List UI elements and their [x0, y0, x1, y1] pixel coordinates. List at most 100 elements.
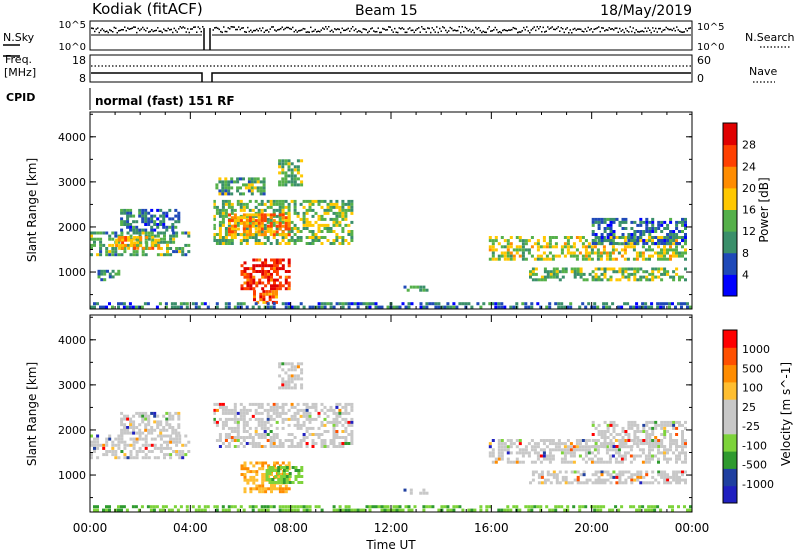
vel-cell — [341, 445, 345, 448]
vel-cell — [654, 423, 658, 427]
power-cell — [262, 186, 266, 190]
power-cell — [672, 239, 676, 242]
power-cell — [185, 302, 189, 306]
power-cell — [488, 245, 492, 249]
vel-cell — [212, 420, 216, 424]
power-cell — [121, 244, 125, 248]
vel-cell — [618, 442, 622, 445]
nsky-point — [217, 27, 219, 30]
vel-cell — [126, 426, 130, 429]
vel-cell — [669, 439, 673, 442]
vel-cell — [278, 439, 282, 442]
vel-cell — [239, 436, 243, 439]
power-cell — [287, 281, 291, 285]
power-cell — [624, 270, 628, 274]
power-cell — [554, 302, 558, 306]
power-cell — [263, 208, 267, 212]
power-cell — [317, 227, 321, 230]
power-cell — [663, 239, 667, 242]
vel-cell — [260, 411, 264, 415]
power-cell — [236, 233, 240, 236]
vel-cell — [461, 508, 465, 512]
vel-cell — [678, 420, 681, 424]
nsky-point — [133, 26, 135, 28]
power-cell — [609, 233, 613, 236]
power-cell — [233, 227, 237, 230]
power-cell — [132, 253, 136, 257]
vel-cell — [314, 417, 318, 421]
power-cell — [267, 278, 271, 282]
vel-cell — [648, 445, 652, 448]
nsky-point — [530, 29, 532, 31]
vel-cell — [591, 445, 595, 448]
power-cell — [233, 219, 237, 223]
power-cell — [262, 292, 266, 296]
vel-cell — [578, 439, 582, 442]
vel-cell — [248, 408, 252, 412]
vel-cell — [254, 408, 258, 412]
vel-cell — [138, 431, 142, 435]
nsky-point — [467, 29, 469, 32]
vel-cell — [650, 508, 654, 512]
power-cell — [215, 305, 219, 309]
nsky-point — [296, 31, 298, 33]
power-cell — [247, 186, 251, 190]
power-cell — [545, 305, 549, 309]
power-cell — [108, 243, 112, 247]
power-cell — [243, 270, 247, 273]
power-cell — [281, 213, 285, 217]
vel-cell — [257, 445, 261, 448]
nsky-point — [97, 27, 99, 29]
vel-cell — [557, 448, 561, 452]
vel-cell — [271, 478, 275, 481]
vel-cell — [392, 505, 396, 509]
vel-cell — [111, 446, 115, 450]
nsky-point — [256, 28, 258, 31]
vel-cell — [529, 481, 532, 485]
power-cell — [612, 217, 616, 221]
power-cell — [582, 272, 586, 276]
vel-cell — [227, 505, 231, 509]
power-cell — [212, 214, 216, 218]
power-cell — [549, 270, 553, 274]
vel-cell — [251, 442, 255, 445]
nsky-point — [638, 31, 640, 33]
vel-cell — [132, 443, 136, 447]
vel-cell — [554, 448, 558, 452]
power-cell — [326, 202, 330, 206]
vel-cell — [506, 505, 510, 509]
power-cell — [268, 290, 272, 294]
nsky-point — [665, 26, 667, 29]
power-cell — [338, 242, 342, 245]
vel-cell — [509, 508, 513, 512]
power-cell — [266, 213, 270, 217]
vel-cell — [575, 442, 579, 446]
power-cell — [230, 186, 234, 190]
nsky-point — [376, 30, 378, 33]
vel-cell — [284, 505, 288, 509]
power-cell — [228, 221, 231, 225]
power-cell — [261, 270, 265, 273]
vel-cell — [669, 420, 673, 424]
power-cell — [549, 275, 553, 279]
nsky-point — [644, 27, 646, 29]
vel-cell — [639, 475, 643, 479]
nsky-point — [482, 30, 484, 33]
power-cell — [269, 217, 273, 221]
power-cell — [654, 251, 657, 255]
power-cell — [683, 302, 686, 306]
power-cell — [401, 302, 405, 306]
vel-cell — [672, 439, 676, 442]
power-cell — [181, 253, 185, 257]
nsky-point — [446, 31, 448, 34]
vel-cell — [503, 448, 507, 452]
vel-cell — [242, 414, 246, 418]
vel-cell — [281, 426, 285, 430]
vel-cell — [233, 430, 237, 433]
power-cell — [212, 202, 216, 206]
power-cell — [347, 223, 351, 227]
power-cell — [329, 208, 333, 212]
power-cell — [151, 241, 155, 245]
nsky-point — [461, 26, 463, 28]
vel-cell — [621, 445, 625, 448]
